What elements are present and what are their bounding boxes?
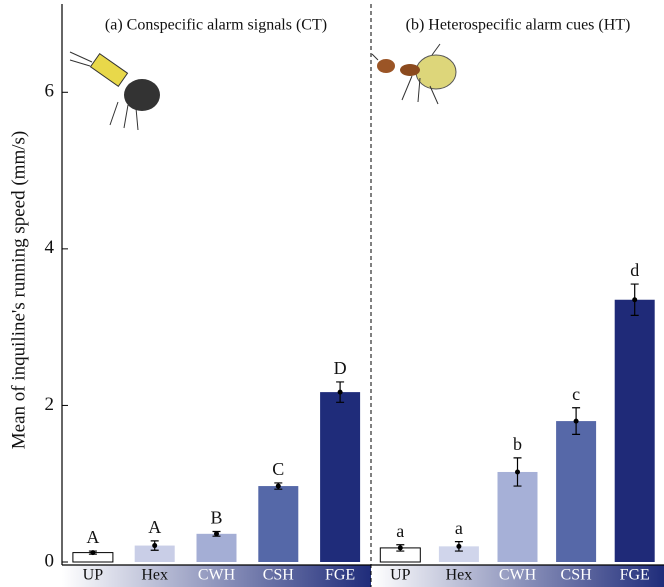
group-letter: a (396, 521, 404, 541)
mean-dot (338, 390, 343, 395)
x-tick-label: Hex (446, 567, 473, 584)
mean-dot (456, 544, 461, 549)
y-tick-label: 2 (45, 394, 55, 415)
mean-dot (632, 297, 637, 302)
bar (615, 300, 655, 562)
bar (320, 392, 360, 562)
y-tick-label: 4 (45, 237, 55, 258)
panel-title: (a) Conspecific alarm signals (CT) (105, 17, 327, 34)
group-letter: d (630, 260, 639, 280)
x-tick-label: UP (390, 567, 411, 584)
insect-icon (372, 44, 456, 104)
x-tick-label: CWH (499, 567, 537, 584)
mean-dot (276, 484, 281, 489)
x-tick-label: Hex (141, 567, 168, 584)
bar (197, 534, 237, 562)
bar (258, 486, 298, 562)
group-letter: c (572, 384, 580, 404)
group-letter: B (210, 508, 222, 528)
group-letter: A (148, 517, 161, 537)
x-tick-label: FGE (325, 567, 355, 584)
group-letter: b (513, 434, 522, 454)
mean-dot (574, 419, 579, 424)
x-tick-label: FGE (620, 567, 650, 584)
chart: (a) Conspecific alarm signals (CT) (b) H… (0, 0, 664, 587)
mean-dot (214, 531, 219, 536)
group-letter: A (86, 527, 99, 547)
bar (556, 421, 596, 562)
mean-dot (152, 543, 157, 548)
group-letter: D (334, 358, 347, 378)
group-letter: a (455, 518, 463, 538)
group-letter: C (272, 459, 284, 479)
mean-dot (90, 550, 95, 555)
mean-dot (398, 545, 403, 550)
insect-icon (70, 52, 160, 130)
y-tick-label: 0 (45, 550, 55, 571)
x-tick-label: CWH (198, 567, 236, 584)
y-axis-title: Mean of inquiline's running speed (mm/s) (8, 131, 29, 449)
x-tick-label: CSH (561, 567, 593, 584)
y-tick-label: 6 (45, 81, 55, 102)
x-tick-label: CSH (263, 567, 295, 584)
x-tick-label: UP (83, 567, 104, 584)
panel-title: (b) Heterospecific alarm cues (HT) (406, 17, 631, 34)
mean-dot (515, 469, 520, 474)
